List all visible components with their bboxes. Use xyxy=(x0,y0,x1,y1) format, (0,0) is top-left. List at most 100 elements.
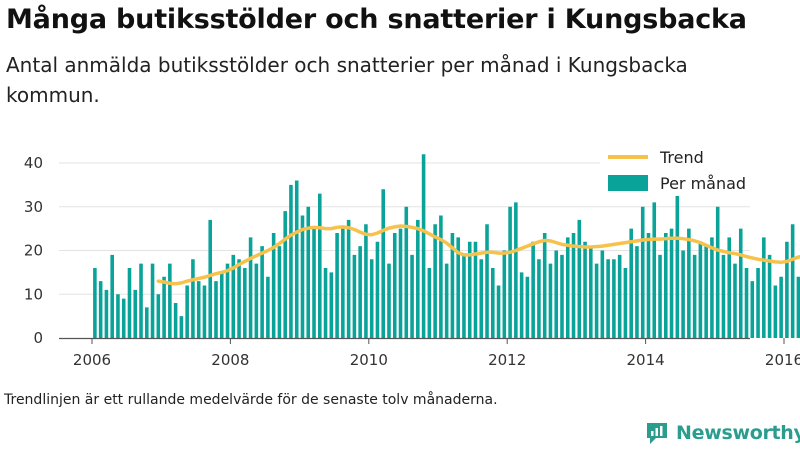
bar xyxy=(110,254,114,339)
bar xyxy=(652,202,657,339)
legend: Trend Per månad xyxy=(600,146,755,196)
bar xyxy=(191,259,195,338)
bar xyxy=(681,250,685,338)
bar xyxy=(491,268,495,338)
bar xyxy=(277,246,282,339)
bar xyxy=(721,254,726,339)
bar xyxy=(346,219,351,339)
axes: 0102030402006200820102012201420162018202… xyxy=(24,154,800,369)
bar xyxy=(364,224,368,338)
bar xyxy=(416,219,420,339)
bar xyxy=(531,241,535,338)
y-tick-label: 10 xyxy=(24,285,43,303)
bar xyxy=(243,268,247,338)
bar xyxy=(450,233,455,338)
bar xyxy=(779,276,783,338)
bar xyxy=(658,254,662,339)
bar xyxy=(565,237,570,339)
bar xyxy=(612,259,616,338)
chart-title: Många butiksstölder och snatterier i Kun… xyxy=(6,4,747,35)
bar xyxy=(629,228,633,339)
bar xyxy=(369,259,374,338)
legend-trend-label: Trend xyxy=(659,148,704,167)
bar xyxy=(790,224,795,338)
bar xyxy=(589,246,593,339)
bar xyxy=(479,259,484,338)
bar xyxy=(594,263,599,339)
x-tick-label: 2008 xyxy=(211,351,249,369)
bar xyxy=(542,233,547,338)
bar xyxy=(617,254,622,339)
bar xyxy=(185,285,189,338)
trend-line xyxy=(156,224,800,286)
bar xyxy=(600,250,605,338)
bar xyxy=(496,285,501,338)
bar xyxy=(756,268,760,338)
bar xyxy=(404,206,409,338)
bar xyxy=(710,237,714,339)
bar xyxy=(392,233,397,338)
bar xyxy=(796,276,800,338)
bar xyxy=(421,154,426,338)
brand-name: Newsworthy xyxy=(676,422,800,444)
bar xyxy=(196,281,201,339)
bar xyxy=(341,228,345,339)
bar xyxy=(318,193,322,339)
bar xyxy=(767,254,772,339)
bar xyxy=(381,189,386,338)
bar xyxy=(139,263,143,339)
bar xyxy=(162,276,166,338)
x-tick-label: 2010 xyxy=(350,351,388,369)
bar xyxy=(571,233,576,338)
legend-bar-swatch xyxy=(608,175,648,191)
bar xyxy=(577,219,582,339)
bar xyxy=(225,263,230,339)
bar xyxy=(93,268,97,338)
bar xyxy=(260,246,264,339)
bar xyxy=(294,180,299,338)
y-tick-label: 30 xyxy=(24,198,43,216)
bar xyxy=(514,202,518,339)
bar xyxy=(208,219,213,339)
bar xyxy=(168,263,172,339)
bar xyxy=(427,268,432,338)
bar xyxy=(738,228,743,339)
bar xyxy=(606,259,610,338)
bar xyxy=(785,241,789,338)
bar xyxy=(410,254,414,339)
bar xyxy=(508,206,512,338)
bar xyxy=(750,281,755,339)
footnote: Trendlinjen är ett rullande medelvärde f… xyxy=(4,392,498,408)
legend-bar-label: Per månad xyxy=(660,174,746,193)
bar xyxy=(646,233,651,338)
bar xyxy=(698,241,703,338)
bar xyxy=(704,246,708,339)
bar xyxy=(473,241,478,338)
bar xyxy=(127,268,132,338)
bar xyxy=(323,268,328,338)
bar xyxy=(375,241,380,338)
bar xyxy=(173,303,178,338)
bar-series xyxy=(93,154,800,339)
bar xyxy=(283,211,287,339)
bar xyxy=(306,206,311,338)
bar xyxy=(439,215,443,338)
bar xyxy=(145,307,149,339)
bar xyxy=(583,241,587,338)
bar xyxy=(156,294,161,338)
bar xyxy=(116,294,120,338)
bar xyxy=(254,263,259,339)
chart: 0102030402006200820102012201420162018202… xyxy=(24,146,800,369)
bar xyxy=(104,289,109,339)
bar xyxy=(762,237,766,339)
bar xyxy=(773,285,778,338)
bar xyxy=(335,233,339,338)
brand-logo[interactable]: Newsworthy xyxy=(644,420,800,446)
bar xyxy=(271,233,276,338)
bar xyxy=(312,228,316,339)
bar xyxy=(329,272,334,339)
chart-subtitle: Antal anmälda butiksstölder och snatteri… xyxy=(6,53,688,107)
bar xyxy=(214,281,218,339)
bar xyxy=(219,272,224,339)
bar xyxy=(352,254,357,339)
